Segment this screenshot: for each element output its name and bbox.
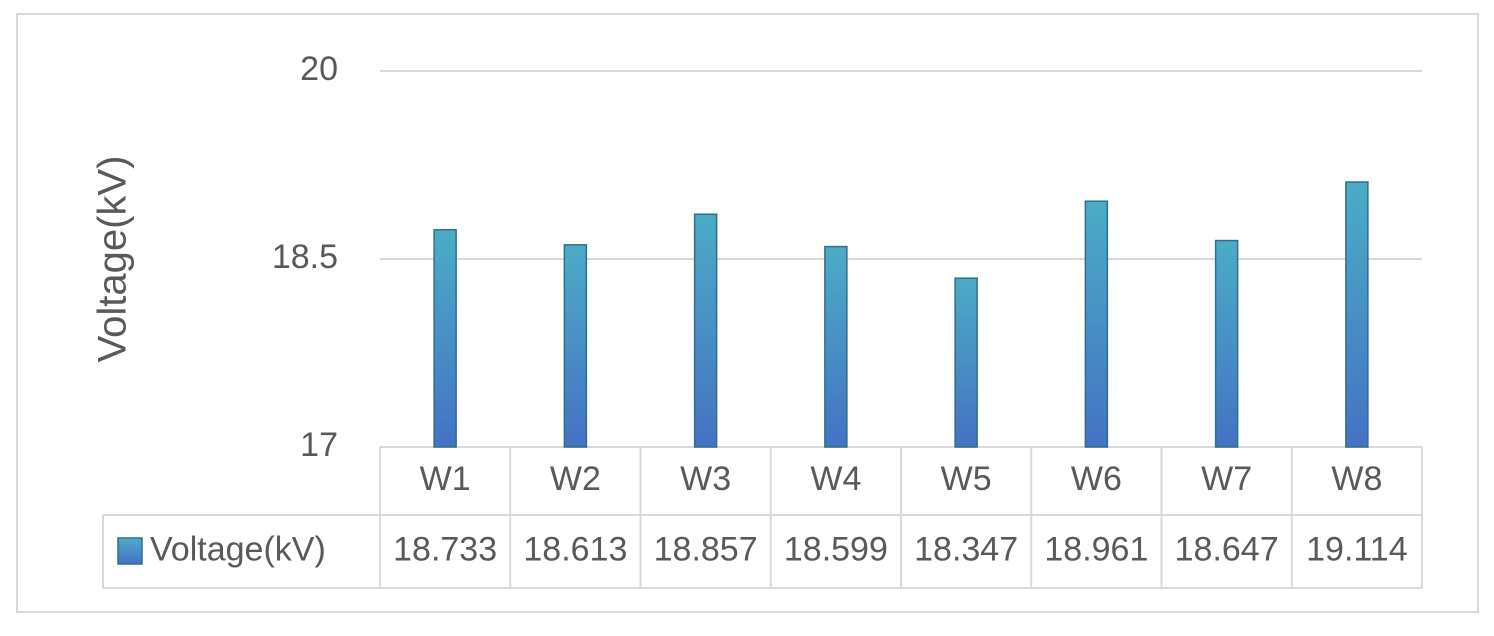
bar [693,213,718,448]
table-value: 18.647 [1175,530,1279,568]
x-tick-label: W7 [1201,460,1252,498]
bar [433,229,457,448]
table-value: 18.961 [1044,530,1148,568]
table-value: 18.613 [523,530,627,568]
table-value: 19.114 [1306,530,1407,568]
bar [824,245,848,448]
x-tick-label: W2 [550,460,601,498]
y-tick-label: 18.5 [272,238,338,276]
legend-label: Voltage(kV) [150,530,326,568]
x-tick-label: W4 [810,460,861,498]
x-tick-label: W5 [941,460,992,498]
table-value: 18.347 [914,530,1018,568]
bar [1214,239,1239,448]
x-tick-label: W1 [420,460,471,498]
table-value: 18.733 [393,530,497,568]
table-value: 18.599 [784,530,888,568]
table-value: 18.857 [654,530,758,568]
y-tick-label: 20 [300,50,338,88]
x-tick-label: W3 [680,460,731,498]
bar [1084,200,1109,448]
chart-border [16,13,1479,613]
x-tick-label: W8 [1331,460,1382,498]
bar [954,277,978,448]
x-tick-label: W6 [1071,460,1122,498]
bar [1345,181,1369,448]
legend-key [117,537,143,565]
bar [563,244,588,448]
y-axis-title: Voltage(kV) [91,156,135,363]
y-tick-label: 17 [300,426,338,464]
